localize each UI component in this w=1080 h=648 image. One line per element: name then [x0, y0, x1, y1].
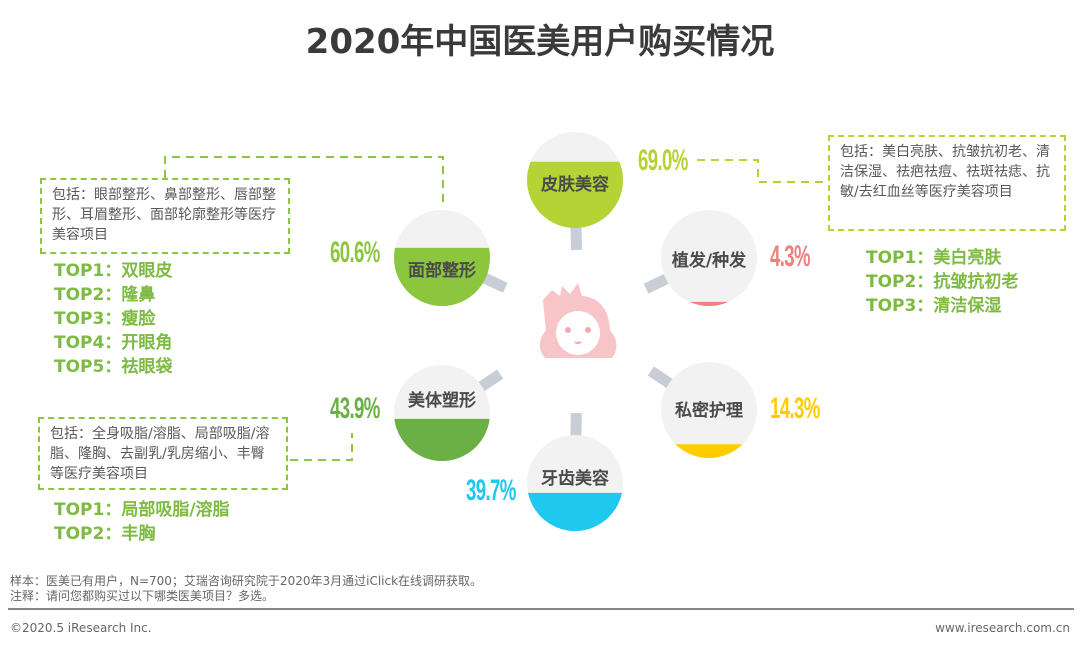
skin-top-3: TOP3：清洁保湿	[866, 296, 1002, 316]
body-top-list: TOP1：局部吸脂/溶脂 TOP2：丰胸	[54, 498, 230, 546]
face-top-4: TOP4：开眼角	[54, 333, 173, 353]
fill-level-body	[394, 418, 490, 461]
copyright: ©2020.5 iResearch Inc.	[10, 621, 152, 635]
face-top-5: TOP5：祛眼袋	[54, 357, 173, 377]
skin-callout-connector	[697, 159, 828, 183]
page-title: 2020年中国医美用户购买情况	[305, 22, 775, 62]
circle-bg-hair	[661, 210, 757, 306]
fill-level-teeth	[527, 492, 623, 531]
skin-top-2: TOP2：抗皱抗初老	[866, 272, 1019, 292]
sample-note: 样本：医美已有用户，N=700；艾瑞咨询研究院于2020年3月通过iClick在…	[10, 574, 483, 588]
pct-face: 60.6%	[330, 236, 380, 269]
circle-body	[394, 365, 490, 461]
skin-top-list: TOP1：美白亮肤 TOP2：抗皱抗初老 TOP3：清洁保湿	[866, 246, 1018, 318]
pct-body: 43.9%	[330, 392, 380, 425]
notes: 样本：医美已有用户，N=700；艾瑞咨询研究院于2020年3月通过iClick在…	[10, 574, 482, 604]
label-skin: 皮肤美容	[541, 175, 609, 195]
pct-teeth: 39.7%	[466, 474, 516, 507]
label-face: 面部整形	[408, 261, 476, 281]
connector-skin	[570, 223, 582, 251]
skin-top-1: TOP1：美白亮肤	[866, 248, 1002, 268]
pct-private: 14.3%	[770, 392, 820, 425]
pct-hair: 4.3%	[770, 240, 811, 273]
label-private: 私密护理	[675, 401, 743, 421]
body-description: 包括：全身吸脂/溶脂、局部吸脂/溶脂、隆胸、去副乳/乳房缩小、丰臀等医疗美容项目	[50, 426, 270, 482]
body-top-1: TOP1：局部吸脂/溶脂	[54, 500, 230, 520]
label-hair: 植发/种发	[671, 251, 747, 271]
body-top-2: TOP2：丰胸	[54, 524, 156, 544]
skin-description: 包括：美白亮肤、抗皱抗初老、清洁保湿、祛疤祛痘、祛斑祛痣、抗敏/去红血丝等医疗美…	[840, 144, 1050, 200]
face-description: 包括：眼部整形、鼻部整形、唇部整形、耳眉整形、面部轮廓整形等医疗美容项目	[52, 187, 276, 243]
circle-hair	[661, 210, 757, 306]
woman-face-icon	[539, 283, 617, 358]
connector-hair	[643, 272, 672, 294]
fill-level-hair	[661, 301, 757, 306]
connector-face	[479, 271, 508, 293]
fill-level-private	[661, 444, 757, 458]
remark-note: 注释：请问您都购买过以下哪类医美项目？多选。	[10, 589, 275, 603]
face-callout-connector	[164, 156, 444, 208]
face-top-2: TOP2：隆鼻	[54, 285, 156, 305]
pct-skin: 69.0%	[638, 144, 688, 177]
label-teeth: 牙齿美容	[541, 469, 609, 489]
connector-body	[475, 369, 504, 394]
face-top-1: TOP1：双眼皮	[54, 261, 173, 281]
connector-private	[647, 366, 676, 391]
face-description-box: 包括：眼部整形、鼻部整形、唇部整形、耳眉整形、面部轮廓整形等医疗美容项目	[40, 178, 290, 254]
footer-divider	[8, 608, 1074, 610]
label-body: 美体塑形	[408, 391, 476, 411]
skin-description-box: 包括：美白亮肤、抗皱抗初老、清洁保湿、祛疤祛痘、祛斑祛痣、抗敏/去红血丝等医疗美…	[828, 135, 1066, 231]
circle-bg-private	[661, 362, 757, 458]
body-description-box: 包括：全身吸脂/溶脂、局部吸脂/溶脂、隆胸、去副乳/乳房缩小、丰臀等医疗美容项目	[38, 417, 288, 490]
face-top-3: TOP3：瘦脸	[54, 309, 156, 329]
body-callout-connector	[290, 433, 353, 461]
face-top-list: TOP1：双眼皮 TOP2：隆鼻 TOP3：瘦脸 TOP4：开眼角 TOP5：祛…	[54, 259, 172, 379]
website: www.iresearch.com.cn	[935, 621, 1070, 635]
